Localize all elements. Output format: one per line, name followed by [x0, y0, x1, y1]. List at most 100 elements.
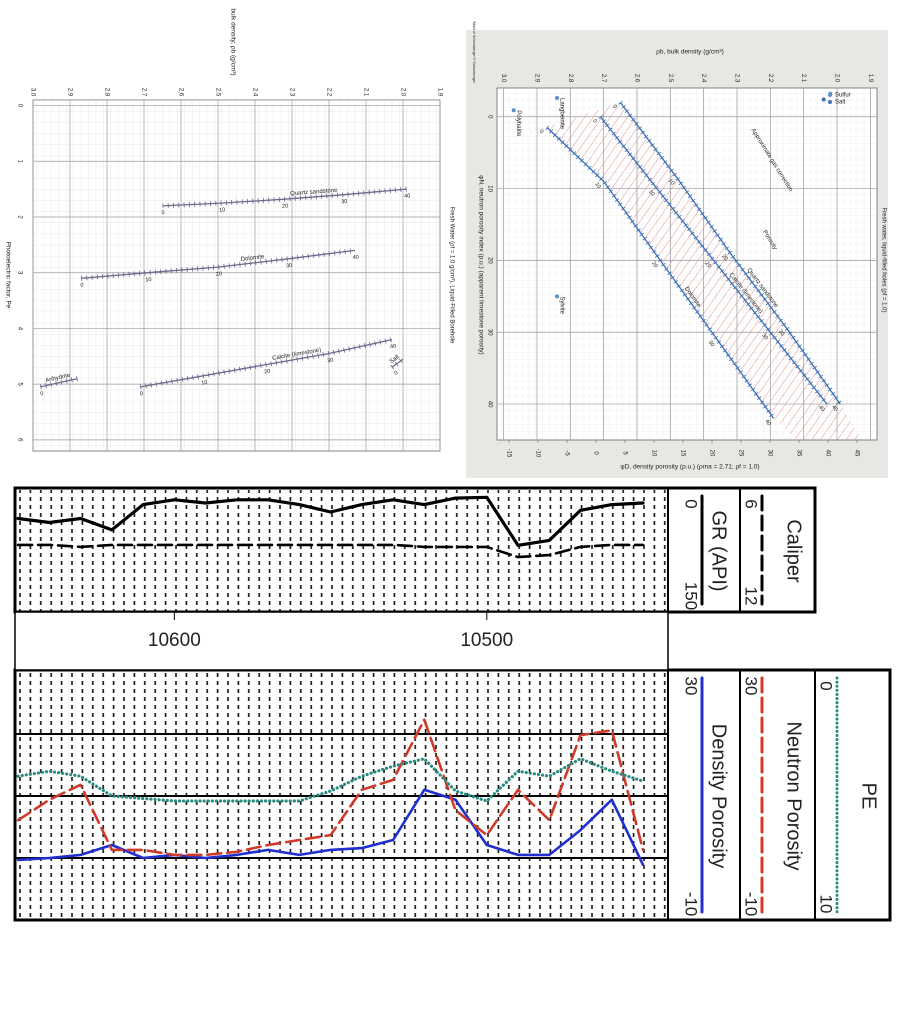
- x-tick-label: 2.5: [214, 88, 220, 97]
- scale-max-label: -10: [682, 892, 701, 917]
- x-tick-label: 2.7: [600, 74, 606, 83]
- porosity-label: 20: [650, 261, 658, 269]
- x2-tick-label: -15: [505, 449, 511, 458]
- annotation: Fresh water, liquid-filled holes (ρf = 1…: [880, 208, 886, 313]
- porosity-label: 30: [286, 263, 293, 270]
- curve-name: GR (API): [708, 510, 730, 591]
- series-label: Anhydrite: [45, 373, 72, 385]
- series-line: [619, 102, 841, 405]
- scale-max-label: 10: [817, 895, 836, 914]
- porosity-label: 10: [201, 380, 208, 387]
- series-line: [40, 377, 78, 388]
- x-tick-label: 2.0: [833, 74, 839, 83]
- series-label: Dolomite: [241, 254, 266, 263]
- x-tick-label: 2.2: [325, 88, 331, 97]
- porosity-label: 10: [647, 189, 656, 198]
- curve-name: Neutron Porosity: [783, 722, 805, 871]
- x-tick-label: 2.7: [140, 88, 146, 97]
- x-axis-title: ρb, bulk density (g/cm³): [656, 49, 724, 56]
- x-tick-label: 2.1: [362, 88, 368, 97]
- porosity-label: 40: [352, 254, 359, 261]
- porosity-label: 30: [707, 340, 715, 348]
- legend-marker: [828, 100, 832, 104]
- scale-min-label: 6: [742, 499, 761, 508]
- scale-max-label: -10: [742, 892, 761, 917]
- curve-name: PE: [858, 783, 880, 810]
- x2-tick-label: 10: [650, 450, 656, 457]
- x-tick-label: 3.0: [29, 88, 35, 97]
- point-label: Sylvite: [558, 296, 564, 314]
- porosity-label: 30: [777, 329, 785, 338]
- porosity-label: 10: [593, 181, 601, 189]
- y-tick-label: 30: [486, 329, 492, 336]
- annotation: *Mark of Schlumberger © Schlumberger: [472, 21, 476, 84]
- x-tick-label: 2.4: [700, 74, 706, 83]
- y-tick-label: 1: [16, 160, 22, 164]
- x-tick-label: 2.8: [567, 74, 573, 83]
- depth-label: 10500: [460, 630, 513, 651]
- porosity-label: 40: [404, 193, 411, 199]
- y-axis-title: Photoelectric factor, Pe: [4, 242, 11, 309]
- series-line: [599, 116, 828, 405]
- y-tick-label: 0: [486, 115, 492, 119]
- porosity-label: 40: [390, 343, 397, 350]
- x-tick-label: 2.4: [251, 88, 257, 97]
- minor-grid: [33, 100, 440, 451]
- x2-tick-label: 15: [679, 450, 685, 457]
- x-tick-label: 2.8: [103, 88, 109, 97]
- data-point: [555, 96, 559, 101]
- annotation: Fresh Water (ρf = 1.0 g/cm³), Liquid-Fil…: [448, 207, 454, 344]
- x-axis-title: bulk density, ρb (g/cm³): [229, 8, 236, 75]
- y-tick-label: 4: [16, 327, 22, 331]
- porosity-label: 0: [80, 283, 84, 289]
- scale-max-label: 12: [742, 587, 761, 606]
- x-tick-label: 2.0: [399, 88, 405, 97]
- y-tick-label: 6: [16, 438, 22, 442]
- porosity-label: 30: [327, 357, 334, 364]
- legend-label: Sulfur: [835, 93, 851, 99]
- x2-tick-label: 25: [737, 450, 743, 457]
- x-tick-label: 2.5: [667, 74, 673, 83]
- x2-tick-label: 40: [824, 450, 830, 457]
- depth-label: 10600: [148, 630, 201, 651]
- y-axis-title: φN, neutron porosity index (p.u.) (appar…: [477, 175, 484, 354]
- x2-tick-label: 35: [795, 450, 801, 457]
- data-point: [555, 294, 559, 299]
- scale-min-label: 30: [742, 677, 761, 696]
- x-tick-label: 3.0: [500, 74, 506, 83]
- x2-tick-label: 5: [621, 451, 627, 455]
- x2-tick-label: 0: [592, 451, 598, 455]
- porosity-label: 20: [215, 271, 222, 278]
- line-ticks: [545, 125, 776, 420]
- x-tick-label: 2.2: [767, 74, 773, 83]
- x-tick-label: 2.3: [733, 74, 739, 83]
- log-curve: [16, 757, 645, 803]
- porosity-label: 0: [611, 104, 618, 110]
- depth-track: [14, 611, 669, 671]
- x2-tick-label: 45: [853, 450, 859, 457]
- curve-name: Density Porosity: [708, 724, 730, 869]
- point-label: Langbeinite: [558, 98, 564, 130]
- porosity-label: 0: [40, 391, 44, 398]
- series-line: [391, 358, 404, 368]
- x-tick-label: 2.9: [533, 74, 539, 83]
- porosity-label: 10: [667, 178, 675, 187]
- scale-max-label: 150: [682, 582, 701, 610]
- x2-axis-title: φD, density porosity (p.u.) (ρma = 2.71;…: [620, 464, 759, 471]
- y-tick-label: 20: [486, 257, 492, 264]
- legend-label: Salt: [835, 100, 846, 106]
- y-tick-label: 3: [16, 271, 22, 275]
- series-line: [81, 249, 355, 279]
- porosity-label: 20: [264, 368, 271, 375]
- porosity-label: 0: [538, 129, 545, 135]
- charts: 3.0 2.9 2.8 2.7 2.6 2.5 2.4 2.3 2.2 2.1 2.0 1.90123…: [4, 8, 892, 922]
- porosity-label: 0: [393, 370, 399, 377]
- porosity-label: 30: [760, 333, 769, 342]
- log-curve: [16, 495, 645, 547]
- x-tick-label: 1.9: [867, 74, 873, 83]
- x2-tick-label: 30: [766, 450, 772, 457]
- y-tick-label: 40: [486, 401, 492, 408]
- legend-marker: [828, 93, 832, 97]
